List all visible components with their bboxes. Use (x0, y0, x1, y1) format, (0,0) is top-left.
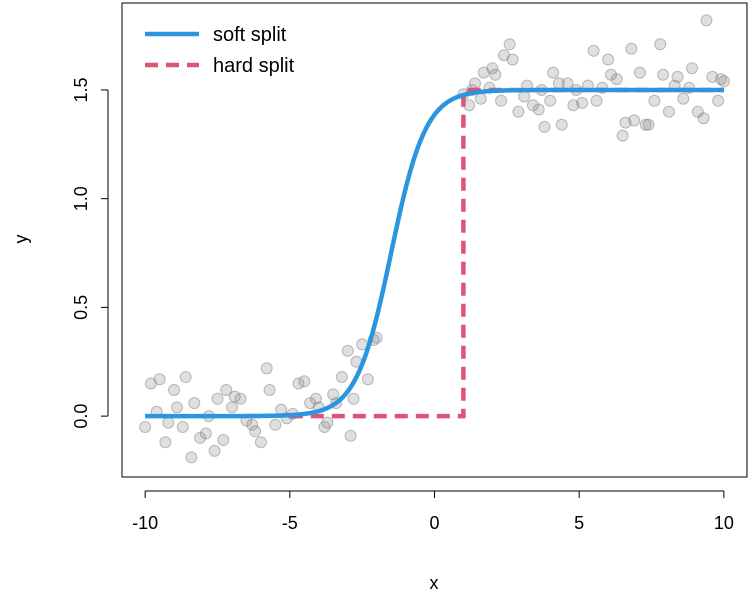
scatter-point (199, 427, 212, 440)
scatter-point (587, 44, 600, 57)
soft-split-line (144, 87, 725, 419)
scatter-point (648, 94, 661, 107)
plot-frame (121, 2, 748, 478)
scatter-point (162, 416, 175, 429)
scatter-point (220, 384, 233, 396)
scatter-point (217, 434, 230, 446)
x-tick-label: -10 (132, 513, 158, 533)
scatter-point (616, 129, 629, 142)
x-tick-label: 10 (714, 513, 734, 533)
y-axis-title: y (11, 235, 31, 244)
y-tick-label: 1.5 (71, 77, 91, 102)
scatter-point (555, 118, 568, 131)
scatter-point (298, 375, 311, 388)
scatter-point (576, 97, 589, 109)
scatter-point (538, 120, 551, 133)
x-tick-label: 5 (574, 513, 584, 533)
hard-split-line (289, 87, 724, 419)
scatter-point (234, 392, 247, 405)
scatter-point (260, 362, 273, 375)
scatter-point (697, 112, 710, 125)
scatter-point (249, 425, 262, 438)
scatter-point (254, 436, 267, 449)
scatter-point (602, 53, 615, 66)
scatter-point (544, 94, 557, 107)
scatter-point (489, 68, 502, 81)
scatter-point (657, 68, 670, 81)
scatter-point (610, 73, 623, 86)
y-axis: 0.0 0.5 1.0 1.5 (71, 77, 109, 429)
scatter-point (168, 384, 181, 396)
scatter-point (153, 373, 166, 386)
scatter-point (347, 392, 360, 405)
scatter-point (642, 118, 655, 131)
legend: soft split hard split (145, 24, 295, 77)
y-tick-label: 1.0 (71, 186, 91, 211)
scatter-point (506, 53, 519, 66)
scatter-point (639, 118, 652, 131)
scatter-point (263, 384, 276, 396)
scatter-point (671, 70, 684, 83)
scatter-point (335, 371, 348, 383)
x-tick-label: 0 (429, 513, 439, 533)
scatter-point (677, 92, 690, 105)
scatter-point (226, 401, 238, 414)
scatter-point (344, 429, 357, 442)
scatter-point (512, 105, 525, 118)
scatter-point (686, 62, 698, 75)
scatter-point (486, 62, 499, 75)
scatter-point (547, 66, 560, 79)
scatter-point (532, 103, 545, 116)
y-tick-label: 0.0 (71, 404, 91, 429)
x-axis: -10 -5 0 5 10 (132, 490, 734, 533)
scatter-point (518, 90, 531, 103)
scatter-point (625, 42, 638, 55)
scatter-point (628, 114, 641, 127)
scatter-point (590, 94, 603, 107)
scatter-point (712, 94, 725, 107)
legend-soft-split-label: soft split (213, 24, 287, 46)
scatter-point (185, 451, 198, 464)
scatter-point (321, 416, 334, 429)
plot-area (121, 2, 748, 478)
scatter-point (654, 38, 667, 51)
scatter-point (211, 392, 224, 405)
scatter-point (246, 418, 259, 431)
scatter-point (633, 66, 646, 79)
scatter-point (176, 421, 189, 433)
scatter-point (469, 77, 481, 90)
scatter-point (188, 397, 201, 410)
scatter-point (159, 436, 172, 449)
scatter-point (495, 94, 508, 107)
scatter-point (361, 373, 374, 386)
scatter-point (662, 105, 675, 118)
scatter-point (700, 14, 713, 27)
scatter-point (269, 418, 282, 431)
y-tick-label: 0.5 (71, 295, 91, 320)
scatter-point (717, 75, 730, 88)
scatter-point (503, 38, 516, 51)
scatter-point (474, 92, 487, 105)
scatter-point (179, 371, 192, 383)
scatter-point (139, 421, 152, 433)
x-axis-title: x (430, 573, 439, 593)
scatter-point (171, 401, 183, 414)
x-tick-label: -5 (282, 513, 298, 533)
scatter-point (208, 444, 221, 457)
legend-hard-split-label: hard split (213, 55, 295, 77)
scatter-point (341, 344, 354, 357)
